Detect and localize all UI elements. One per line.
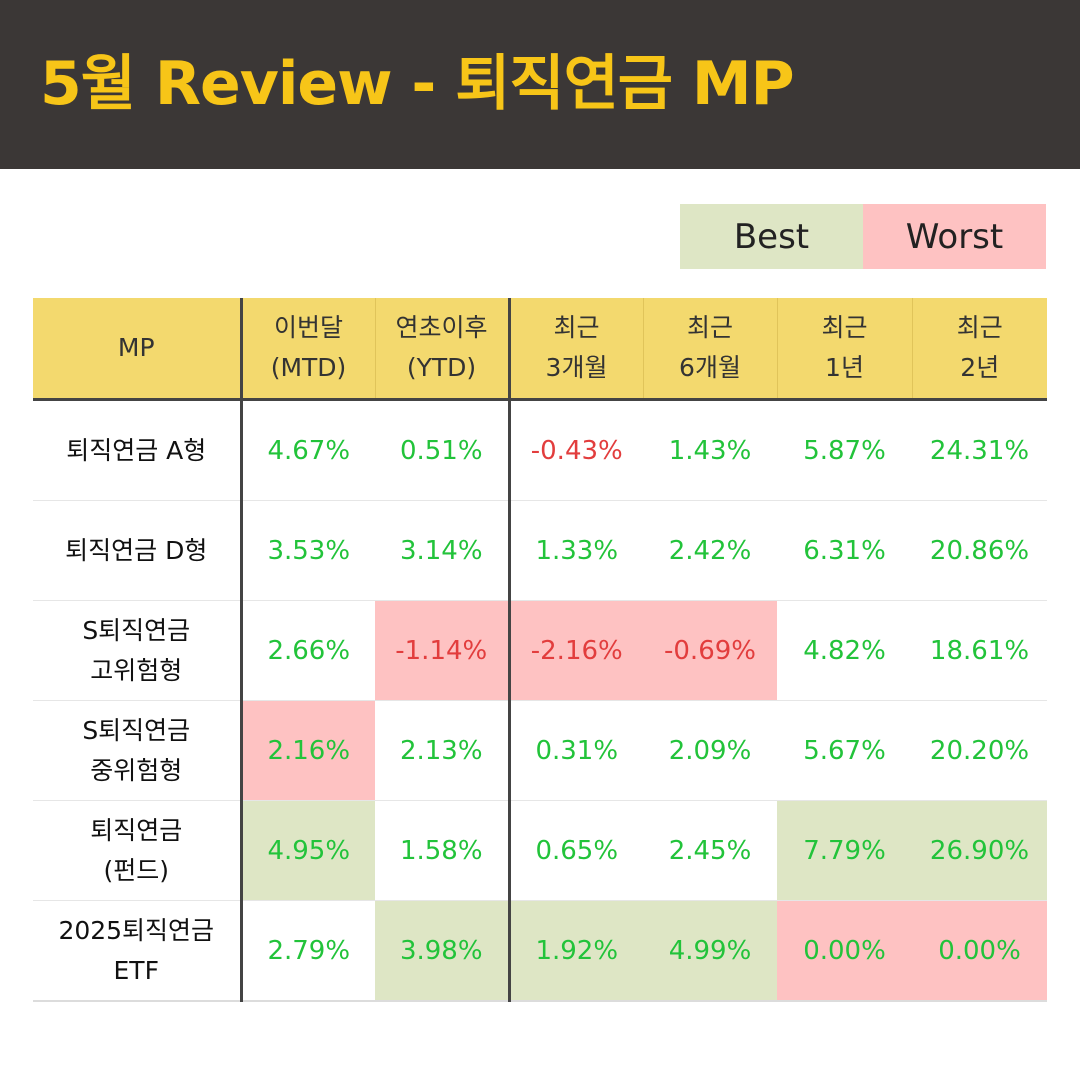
- value-cell: 7.79%: [777, 800, 912, 901]
- column-header: 최근 1년: [776, 298, 912, 401]
- value-cell: 26.90%: [912, 800, 1047, 901]
- legend-worst: Worst: [863, 204, 1046, 269]
- table-row: S퇴직연금 고위험형 2.66% -1.14% -2.16% -0.69% 4.82% 18.…: [33, 600, 1047, 701]
- title-banner: 5월 Review - 퇴직연금 MP: [0, 0, 1080, 169]
- column-header: 연초이후 (YTD): [374, 298, 511, 401]
- table-row: 퇴직연금 D형 3.53% 3.14% 1.33% 2.42% 6.31% 20.86%: [33, 500, 1047, 601]
- row-label-line1: 퇴직연금 D형: [65, 535, 208, 565]
- value-cell: 6.31%: [777, 500, 912, 601]
- row-label: 퇴직연금 A형: [33, 399, 243, 501]
- column-header-line1: 최근: [821, 313, 868, 342]
- value-cell: 4.67%: [241, 399, 375, 501]
- value-cell: 5.87%: [777, 399, 912, 501]
- returns-table: MP 이번달 (MTD) 연초이후 (YTD) 최근 3개월 최근 6개월 최근 1년 최근 2년 퇴직…: [33, 298, 1047, 1002]
- row-label-line1: S퇴직연금: [82, 615, 191, 645]
- row-label-line1: 퇴직연금: [90, 815, 183, 845]
- column-header-line2: (MTD): [270, 353, 347, 382]
- value-cell: 2.13%: [375, 700, 511, 801]
- column-header-line1: 연초이후: [395, 313, 488, 342]
- legend-best: Best: [680, 204, 863, 269]
- value-cell: 20.20%: [912, 700, 1047, 801]
- value-cell: 1.92%: [509, 900, 643, 1002]
- value-cell: 5.67%: [777, 700, 912, 801]
- row-label-line2: (펀드): [103, 855, 169, 885]
- value-cell: -0.69%: [643, 600, 777, 701]
- value-cell: 2.16%: [241, 700, 375, 801]
- value-cell: 2.66%: [241, 600, 375, 701]
- column-header-line1: 이번달: [273, 313, 343, 342]
- column-header-line2: 6개월: [679, 353, 741, 382]
- value-cell: 3.53%: [241, 500, 375, 601]
- table-row: 퇴직연금 A형 4.67% 0.51% -0.43% 1.43% 5.87% 24.31%: [33, 399, 1047, 501]
- table-row: 퇴직연금 (펀드) 4.95% 1.58% 0.65% 2.45% 7.79% 26.90%: [33, 800, 1047, 901]
- value-cell: 0.00%: [777, 900, 912, 1002]
- value-cell: 0.65%: [509, 800, 643, 901]
- value-cell: 3.98%: [375, 900, 511, 1002]
- row-label: 2025퇴직연금 ETF: [33, 900, 243, 1002]
- value-cell: 4.95%: [241, 800, 375, 901]
- value-cell: 1.43%: [643, 399, 777, 501]
- row-label: 퇴직연금 (펀드): [33, 800, 243, 901]
- value-cell: 1.33%: [509, 500, 643, 601]
- column-header-line2: 2년: [960, 353, 1000, 382]
- value-cell: 0.51%: [375, 399, 511, 501]
- page-title: 5월 Review - 퇴직연금 MP: [40, 49, 795, 119]
- column-header-line1: 최근: [686, 313, 733, 342]
- value-cell: -0.43%: [509, 399, 643, 501]
- table-row: 2025퇴직연금 ETF 2.79% 3.98% 1.92% 4.99% 0.00% 0.00…: [33, 900, 1047, 1002]
- value-cell: 24.31%: [912, 399, 1047, 501]
- value-cell: 2.45%: [643, 800, 777, 901]
- column-header-line2: (YTD): [406, 353, 477, 382]
- value-cell: 3.14%: [375, 500, 511, 601]
- value-cell: -2.16%: [509, 600, 643, 701]
- row-label-line1: 2025퇴직연금: [58, 915, 215, 945]
- column-header-line2: 1년: [825, 353, 864, 382]
- column-header: MP: [33, 298, 243, 401]
- column-header: 이번달 (MTD): [240, 298, 375, 401]
- row-label-line1: 퇴직연금 A형: [66, 435, 207, 465]
- table-row: S퇴직연금 중위험형 2.16% 2.13% 0.31% 2.09% 5.67% 20.20%: [33, 700, 1047, 801]
- value-cell: -1.14%: [375, 600, 511, 701]
- column-header-line1: MP: [117, 333, 155, 362]
- value-cell: 0.00%: [912, 900, 1047, 1002]
- row-label-line2: 고위험형: [90, 655, 183, 685]
- column-header: 최근 6개월: [642, 298, 777, 401]
- value-cell: 2.79%: [241, 900, 375, 1002]
- row-label-line2: 중위험형: [90, 755, 183, 785]
- column-header-line2: 3개월: [545, 353, 608, 382]
- table-header-row: MP 이번달 (MTD) 연초이후 (YTD) 최근 3개월 최근 6개월 최근 1년 최근 2년: [33, 298, 1047, 401]
- column-header: 최근 3개월: [508, 298, 643, 401]
- value-cell: 4.82%: [777, 600, 912, 701]
- row-label-line2: ETF: [113, 955, 159, 985]
- value-cell: 0.31%: [509, 700, 643, 801]
- value-cell: 4.99%: [643, 900, 777, 1002]
- column-header-line1: 최근: [553, 313, 600, 342]
- value-cell: 2.42%: [643, 500, 777, 601]
- row-label: 퇴직연금 D형: [33, 500, 243, 601]
- column-header-line1: 최근: [956, 313, 1003, 342]
- value-cell: 1.58%: [375, 800, 511, 901]
- value-cell: 20.86%: [912, 500, 1047, 601]
- value-cell: 2.09%: [643, 700, 777, 801]
- value-cell: 18.61%: [912, 600, 1047, 701]
- column-header: 최근 2년: [911, 298, 1047, 401]
- row-label-line1: S퇴직연금: [82, 715, 191, 745]
